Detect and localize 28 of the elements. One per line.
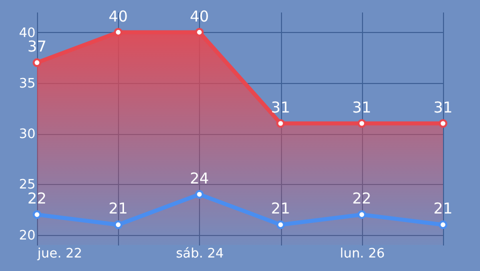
point [32,210,42,219]
point [32,58,42,67]
point [276,220,285,230]
y-tick-label: 35 [18,76,36,92]
point [114,220,123,230]
point [195,28,204,37]
data-label: 31 [433,98,453,116]
data-label: 24 [190,169,209,188]
data-label: 21 [108,200,128,218]
point [438,119,448,128]
data-label: 21 [271,200,290,218]
data-label: 22 [352,190,372,208]
point [114,28,123,37]
data-label: 40 [108,7,128,26]
x-tick-label: sáb. 24 [176,246,224,262]
y-tick-label: 20 [18,228,36,244]
y-tick-label: 30 [18,127,36,142]
data-label: 40 [190,7,209,26]
data-label: 21 [433,200,453,218]
x-tick-label: lun. 26 [340,246,385,262]
data-label: 31 [271,98,290,116]
point [195,190,204,199]
point [357,210,366,219]
point [276,119,285,128]
point [438,220,448,230]
point [357,119,366,128]
x-tick-label: jue. 22 [36,246,82,262]
data-label: 31 [352,98,372,116]
